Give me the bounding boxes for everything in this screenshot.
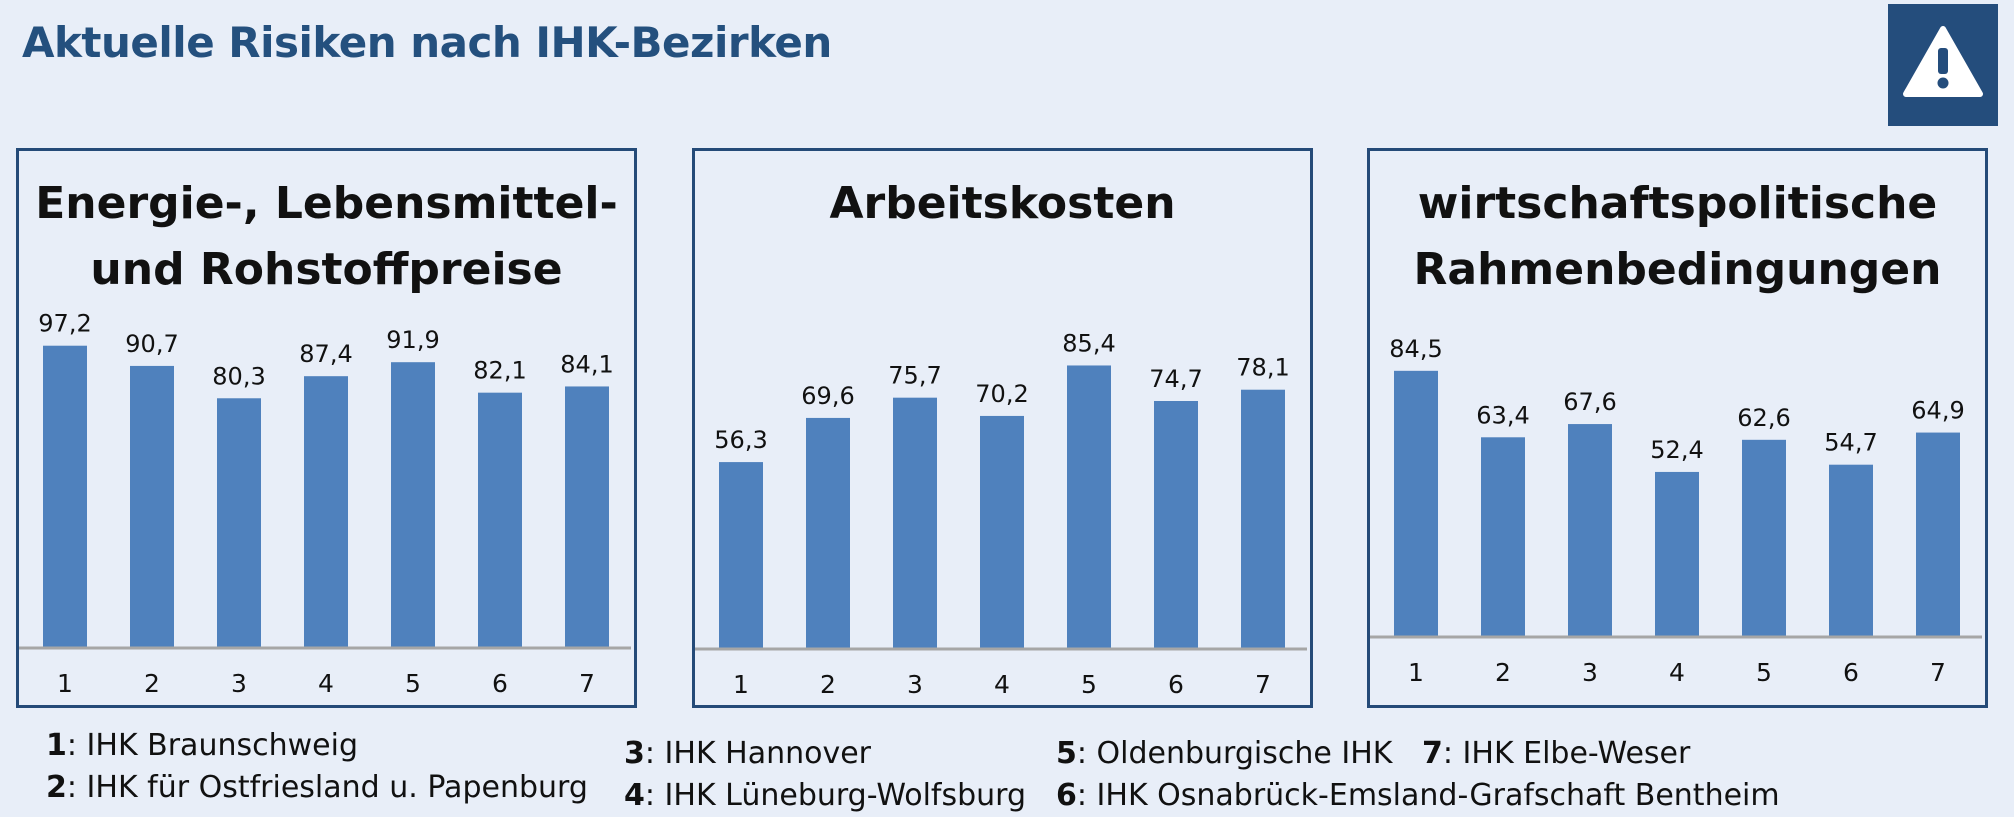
- bar: [1481, 437, 1525, 637]
- data-label: 54,7: [1824, 429, 1877, 457]
- x-tick-label: 1: [57, 669, 73, 698]
- warning-badge: [1888, 4, 1998, 126]
- bar: [980, 415, 1024, 649]
- legend-item: 1: IHK Braunschweig: [46, 728, 358, 763]
- bar: [1655, 471, 1699, 637]
- x-tick-label: 5: [1081, 670, 1097, 699]
- bar-chart-energy: 97,2 1 90,7 2 80,3 3 87,4 4 91,9 5 82,1 6 84,1 7: [19, 310, 631, 698]
- x-tick-label: 3: [1582, 658, 1598, 687]
- legend-item: 3: IHK Hannover: [624, 736, 872, 771]
- data-label: 74,7: [1149, 365, 1202, 393]
- bar: [806, 417, 850, 649]
- data-label: 75,7: [888, 362, 941, 390]
- x-tick-label: 6: [492, 669, 508, 698]
- bar: [43, 345, 87, 648]
- data-label: 84,1: [560, 350, 613, 378]
- bar: [1241, 389, 1285, 649]
- data-label: 97,2: [38, 310, 91, 338]
- bar: [1394, 370, 1438, 637]
- x-tick-label: 1: [733, 670, 749, 699]
- x-tick-label: 2: [820, 670, 836, 699]
- x-tick-label: 6: [1168, 670, 1184, 699]
- bar-chart-policy: 84,5 1 63,4 2 67,6 3 52,4 4 62,6 5 54,7 6 64,9 7: [1370, 335, 1982, 687]
- x-tick-label: 2: [1495, 658, 1511, 687]
- data-label: 78,1: [1236, 354, 1289, 382]
- x-tick-label: 7: [579, 669, 595, 698]
- bar: [1742, 439, 1786, 637]
- legend-item: 2: IHK für Ostfriesland u. Papenburg: [46, 770, 588, 805]
- x-tick-label: 5: [1756, 658, 1772, 687]
- data-label: 64,9: [1911, 397, 1964, 425]
- legend-item: 5: Oldenburgische IHK: [1056, 736, 1393, 771]
- x-tick-label: 3: [907, 670, 923, 699]
- chart-panel-energy: Energie-, Lebensmittel- und Rohstoffprei…: [16, 148, 637, 708]
- x-tick-label: 3: [231, 669, 247, 698]
- data-label: 80,3: [212, 362, 265, 390]
- chart-title: Arbeitskosten: [829, 178, 1176, 229]
- bar: [130, 365, 174, 648]
- data-label: 85,4: [1062, 329, 1115, 357]
- x-tick-label: 6: [1843, 658, 1859, 687]
- bar: [217, 398, 261, 648]
- bar: [304, 376, 348, 648]
- x-tick-label: 5: [405, 669, 421, 698]
- bar: [719, 462, 763, 649]
- data-label: 91,9: [386, 326, 439, 354]
- bar: [1067, 365, 1111, 649]
- bar: [1154, 400, 1198, 649]
- page-title: Aktuelle Risiken nach IHK-Bezirken: [22, 18, 832, 67]
- chart-title: wirtschaftspolitische Rahmenbedingungen: [1413, 178, 1942, 295]
- legend-item: 6: IHK Osnabrück-Emsland-Grafschaft Bent…: [1056, 778, 1780, 813]
- x-tick-label: 7: [1930, 658, 1946, 687]
- bar: [893, 397, 937, 649]
- chart-panel-policy: wirtschaftspolitische Rahmenbedingungen …: [1367, 148, 1988, 708]
- data-label: 87,4: [299, 340, 352, 368]
- data-label: 69,6: [801, 382, 854, 410]
- data-label: 90,7: [125, 330, 178, 358]
- data-label: 56,3: [714, 426, 767, 454]
- data-label: 63,4: [1476, 401, 1529, 429]
- bar: [565, 386, 609, 648]
- x-tick-label: 4: [1669, 658, 1685, 687]
- bar: [1829, 464, 1873, 637]
- bar: [478, 392, 522, 648]
- x-tick-label: 2: [144, 669, 160, 698]
- x-tick-label: 7: [1255, 670, 1271, 699]
- data-label: 67,6: [1563, 388, 1616, 416]
- x-tick-label: 4: [318, 669, 334, 698]
- data-label: 84,5: [1389, 335, 1442, 363]
- data-label: 62,6: [1737, 404, 1790, 432]
- data-label: 70,2: [975, 380, 1028, 408]
- bar: [1916, 432, 1960, 637]
- bar: [1568, 424, 1612, 637]
- legend-item: 4: IHK Lüneburg-Wolfsburg: [624, 778, 1027, 813]
- bar-chart-labor: 56,3 1 69,6 2 75,7 3 70,2 4 85,4 5 74,7 6 78,1 7: [695, 329, 1307, 699]
- legend-item: 7: IHK Elbe-Weser: [1422, 736, 1691, 771]
- bar: [391, 362, 435, 648]
- data-label: 52,4: [1650, 436, 1703, 464]
- chart-title: Energie-, Lebensmittel- und Rohstoffprei…: [35, 178, 618, 295]
- x-tick-label: 4: [994, 670, 1010, 699]
- warning-icon: [1903, 26, 1983, 97]
- chart-panel-labor: Arbeitskosten 56,3 1 69,6 2 75,7 3 70,2 4 85,4 5 7…: [692, 148, 1313, 708]
- x-tick-label: 1: [1408, 658, 1424, 687]
- data-label: 82,1: [473, 357, 526, 385]
